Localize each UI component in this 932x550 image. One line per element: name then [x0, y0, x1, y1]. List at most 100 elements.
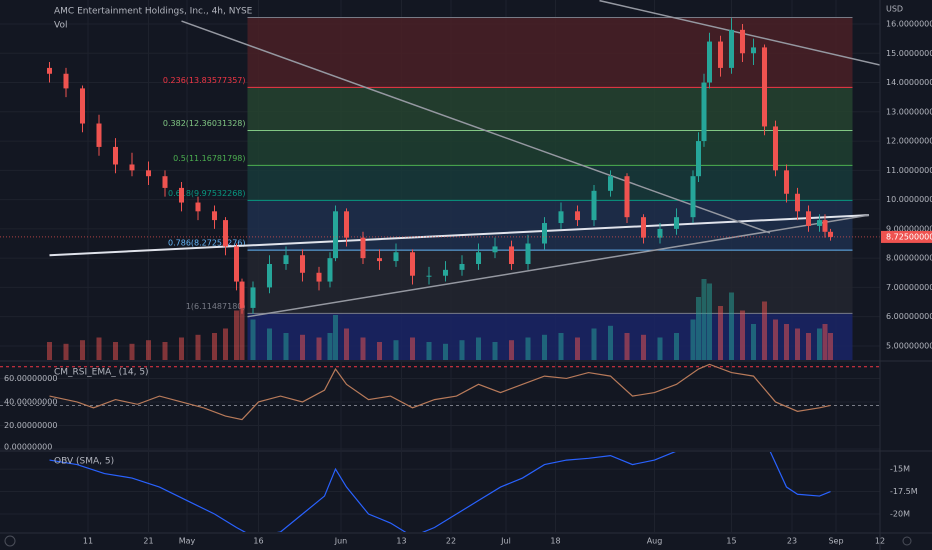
y-tick-label: 11.00000000 — [886, 166, 932, 175]
fib-band — [247, 313, 853, 360]
y-tick-label: 15.00000000 — [886, 49, 932, 58]
settings-icon[interactable] — [902, 536, 912, 546]
volume-bar — [223, 328, 228, 360]
obv-tick-label: -20M — [890, 510, 910, 519]
volume-bar — [129, 343, 135, 360]
candle-body — [729, 29, 734, 68]
y-tick-label: 5.00000000 — [886, 341, 932, 350]
rsi-tick-label: 40.00000000 — [4, 397, 57, 406]
obv-tick-label: -15M — [890, 465, 910, 474]
x-tick-label: Jul — [500, 537, 511, 546]
volume-bar — [657, 337, 663, 360]
volume-bar — [393, 340, 399, 360]
candle-body — [492, 246, 498, 253]
candle-body — [234, 246, 239, 282]
candle-body — [525, 243, 531, 264]
volume-bar — [707, 283, 712, 360]
trendline — [181, 20, 771, 234]
timezone-icon[interactable] — [4, 535, 16, 547]
candle-body — [674, 217, 679, 229]
candle-body — [795, 193, 800, 212]
volume-bar — [316, 337, 322, 360]
rsi-tick-label: 0.00000000 — [4, 443, 52, 452]
candle-body — [146, 170, 151, 177]
fib-label: 0.618(9.97532268) — [168, 189, 246, 198]
y-tick-label: 7.00000000 — [886, 283, 932, 292]
candle-body — [360, 237, 366, 259]
x-tick-label: 22 — [446, 537, 456, 546]
y-tick-label: 16.00000000 — [886, 20, 932, 29]
candle-body — [63, 73, 69, 89]
volume-bar — [146, 340, 151, 360]
volume-bar — [300, 334, 305, 360]
candle-body — [113, 146, 118, 165]
volume-bar — [327, 333, 333, 360]
volume-bar — [608, 325, 613, 360]
volume-bar — [558, 333, 564, 360]
candle-body — [784, 170, 789, 194]
volume-bar — [234, 310, 239, 360]
fib-band — [247, 200, 853, 251]
candle-body — [250, 287, 256, 308]
trendline — [49, 214, 870, 257]
y-tick-label: 12.00000000 — [886, 137, 932, 146]
candle-body — [740, 29, 745, 54]
candle-body — [718, 41, 723, 68]
candle-body — [223, 220, 228, 247]
candle-body — [179, 187, 184, 203]
candle-body — [696, 141, 701, 177]
volume-bar — [822, 324, 828, 360]
x-tick-label: 16 — [253, 537, 263, 546]
volume-bar — [267, 328, 272, 360]
candle-body — [690, 176, 696, 218]
candle-body — [591, 190, 597, 221]
candle-body — [542, 223, 547, 244]
volume-bar — [195, 334, 201, 360]
candle-body — [762, 47, 767, 127]
x-tick-label: 11 — [83, 537, 93, 546]
x-tick-label: Aug — [647, 537, 663, 546]
candle-body — [333, 211, 338, 259]
candle-body — [410, 252, 415, 276]
candle-body — [806, 211, 811, 226]
last-price-label: 8.72500000 — [886, 232, 932, 241]
volume-bar — [542, 334, 547, 360]
volume-bar — [80, 340, 85, 360]
candle-body — [267, 264, 272, 288]
volume-bar — [575, 337, 580, 360]
obv-pane — [0, 452, 880, 532]
x-tick-label: Sep — [828, 537, 843, 546]
indicator-line — [49, 363, 831, 421]
candle-body — [239, 281, 245, 308]
volume-bar — [179, 337, 184, 360]
candle-body — [316, 272, 322, 282]
volume-bar — [333, 315, 338, 360]
candle-body — [327, 258, 333, 282]
candle-body — [195, 202, 201, 212]
x-tick-label: May — [179, 537, 196, 546]
volume-bar — [817, 328, 822, 360]
volume-bar — [751, 324, 756, 360]
volume-bar — [476, 337, 481, 360]
volume-bar — [492, 342, 498, 360]
candle-body — [129, 164, 135, 171]
volume-bar — [212, 333, 217, 360]
fib-label: 0.786(8.27253276) — [168, 239, 246, 248]
volume-bar — [729, 292, 734, 360]
volume-bar — [250, 319, 256, 360]
candle-body — [558, 211, 564, 224]
volume-bar — [701, 279, 707, 360]
volume-bar — [795, 328, 800, 360]
volume-bar — [690, 319, 696, 360]
candle-body — [624, 176, 630, 218]
volume-bar — [674, 333, 679, 360]
candle-body — [443, 269, 448, 276]
x-tick-label: 21 — [143, 537, 153, 546]
trendline — [599, 0, 880, 66]
obv-title: OBV (SMA, 5) — [54, 457, 114, 467]
volume-bar — [443, 343, 448, 360]
volume-bar — [96, 337, 102, 360]
candle-body — [80, 88, 85, 124]
